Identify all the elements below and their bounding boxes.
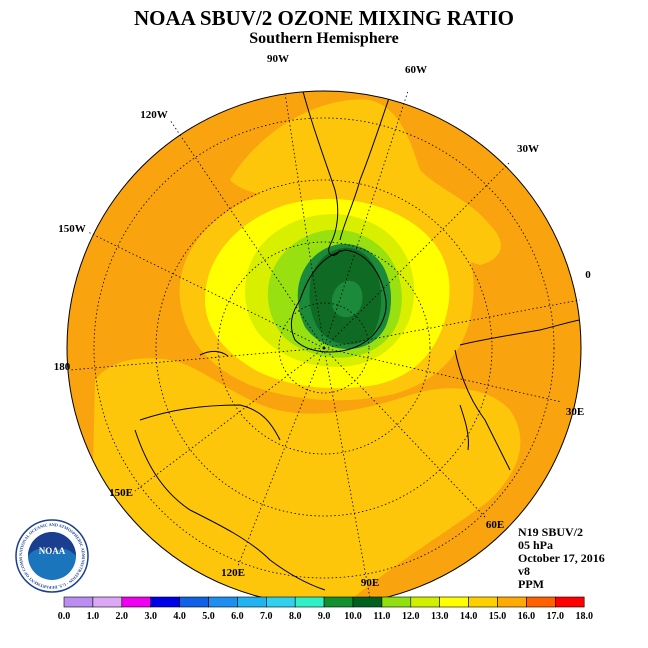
lon-label: 90W <box>267 53 289 65</box>
lon-label: 60W <box>405 64 427 76</box>
colorbar-swatch <box>352 596 383 608</box>
colorbar-swatch <box>554 596 585 608</box>
colorbar-swatch <box>323 596 354 608</box>
colorbar-tick-label: 18.0 <box>575 611 593 622</box>
colorbar-swatch <box>237 596 267 608</box>
colorbar-tick-label: 14.0 <box>460 611 478 622</box>
latitude-circle <box>278 302 370 394</box>
colorbar-swatch <box>208 596 238 608</box>
meridian <box>323 347 563 403</box>
latitude-circle <box>93 117 555 579</box>
colorbar-tick-label: 17.0 <box>547 611 565 622</box>
colorbar-tick-label: 13.0 <box>431 611 449 622</box>
coastlines <box>134 91 581 591</box>
meridian <box>323 299 581 349</box>
colorbar-tick-label: 0.0 <box>58 611 71 622</box>
colorbar-tick-label: 5.0 <box>202 611 215 622</box>
colorbar-swatch <box>179 596 209 608</box>
colorbar-swatch <box>526 596 556 608</box>
lon-label: 0 <box>585 269 591 281</box>
page-title: NOAA SBUV/2 OZONE MIXING RATIO <box>134 6 514 30</box>
meridian <box>323 347 487 519</box>
latitude-circle <box>217 241 431 455</box>
colorbar-swatch <box>468 596 498 608</box>
antarctica-coast <box>290 249 387 353</box>
colorbar-tick-label: 10.0 <box>344 611 362 622</box>
colorbar-tick-label: 16.0 <box>518 611 536 622</box>
meridian <box>284 92 325 349</box>
meridian <box>69 347 325 371</box>
colorbar-swatch <box>150 596 180 608</box>
colorbar-swatch <box>63 596 94 608</box>
colorbar-tick-label: 3.0 <box>144 611 157 622</box>
colorbar-tick-label: 8.0 <box>289 611 302 622</box>
colorbar-swatch <box>265 596 296 608</box>
colorbar-tick-label: 11.0 <box>373 611 390 622</box>
colorbar-tick-label: 7.0 <box>260 611 273 622</box>
colorbar-swatch <box>294 596 325 608</box>
colorbar-tick-label: 9.0 <box>318 611 331 622</box>
colorbar: 0.0 1.0 2.0 3.0 4.0 5.0 6.0 7.0 8.0 9.0 10.0 11.0 12… <box>58 596 593 622</box>
logo-bird-icon <box>28 532 76 556</box>
lon-label: 150W <box>58 223 86 235</box>
latitude-circle <box>155 179 493 517</box>
south-america-coast <box>299 91 341 256</box>
colorbar-swatch <box>121 596 152 608</box>
info-satellite: N19 SBUV/2 <box>518 525 584 539</box>
meridian <box>237 347 325 567</box>
ozone-field <box>67 91 581 605</box>
gold-region-south <box>90 358 521 600</box>
lon-label: 180 <box>54 361 71 373</box>
page-subtitle: Southern Hemisphere <box>249 30 399 47</box>
logo-text: NOAA <box>39 546 66 556</box>
colorbar-tick-label: 6.0 <box>231 611 244 622</box>
colorbar-swatch <box>381 596 412 608</box>
colorbar-tick-label: 12.0 <box>402 611 420 622</box>
lon-label: 30E <box>566 406 584 418</box>
lon-label: 150E <box>109 487 133 499</box>
new-zealand-coast <box>199 350 229 357</box>
meridian <box>169 119 325 349</box>
colorbar-swatch <box>439 596 469 608</box>
inner-green-region <box>331 280 363 318</box>
colorbar-tick-label: 4.0 <box>173 611 186 622</box>
south-america-east-coast <box>339 91 396 241</box>
longitude-labels: 90W 60W 30W 0 30E 60E 90E 120E 150E 180 … <box>54 53 592 589</box>
noaa-logo: NATIONAL OCEANIC AND ATMOSPHERIC ADMINIS… <box>14 518 89 593</box>
info-units: PPM <box>518 577 544 591</box>
info-date: October 17, 2016 <box>518 551 605 565</box>
meridian <box>323 90 409 349</box>
info-level: 05 hPa <box>518 538 554 552</box>
colorbar-tick-label: 15.0 <box>489 611 507 622</box>
colorbar-tick-label: 2.0 <box>116 611 129 622</box>
lon-label: 60E <box>486 519 504 531</box>
colorbar-swatch <box>497 596 527 608</box>
colorbar-swatch <box>92 596 123 608</box>
graticule <box>69 90 581 599</box>
lon-label: 120W <box>140 109 168 121</box>
lon-label: 90E <box>361 577 379 589</box>
colorbar-swatch <box>410 596 440 608</box>
lon-label: 120E <box>221 567 245 579</box>
info-version: v8 <box>518 564 530 578</box>
lon-label: 30W <box>517 143 539 155</box>
africa-coast <box>454 317 581 471</box>
madagascar-coast <box>459 404 469 451</box>
colorbar-tick-label: 1.0 <box>87 611 100 622</box>
